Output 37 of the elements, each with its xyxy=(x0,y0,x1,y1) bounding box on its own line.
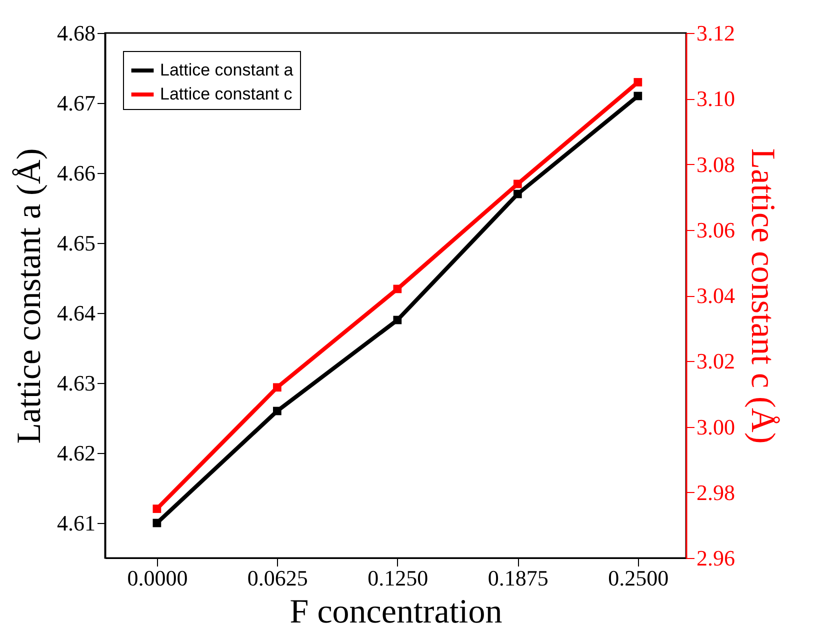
x-tick-label: 0.1250 xyxy=(368,566,428,590)
point xyxy=(634,78,642,86)
y2-tick-label: 3.02 xyxy=(696,348,735,374)
point xyxy=(513,180,522,188)
y2-tick-label: 2.96 xyxy=(696,546,735,570)
x-tick-label: 0.2500 xyxy=(608,566,669,590)
point xyxy=(273,383,282,392)
point xyxy=(393,316,402,324)
y-tick-label: 4.67 xyxy=(57,90,96,116)
y2-tick-label: 3.12 xyxy=(696,20,735,46)
y2-tick-label: 3.00 xyxy=(696,414,735,440)
y-tick-label: 4.64 xyxy=(57,300,96,326)
point xyxy=(634,92,642,100)
y-tick-label: 4.66 xyxy=(57,160,96,186)
x-tick-label: 0.0000 xyxy=(127,566,188,590)
y2-tick-label: 3.08 xyxy=(696,152,735,177)
y2-tick-label: 3.06 xyxy=(696,217,735,242)
y2-tick-label: 3.04 xyxy=(696,283,735,308)
y-tick-label: 4.63 xyxy=(57,370,96,396)
point xyxy=(273,406,282,416)
point xyxy=(152,504,162,513)
y2-tick-label: 3.10 xyxy=(696,86,735,112)
legend-label: Lattice constant c xyxy=(160,84,293,104)
point xyxy=(393,284,402,294)
y-axis-title: Lattice constant a (Å) xyxy=(11,148,48,444)
y-tick-label: 4.61 xyxy=(57,510,96,536)
y-tick-label: 4.62 xyxy=(57,440,96,466)
legend-label: Lattice constant a xyxy=(160,60,294,80)
x-tick-label: 0.1875 xyxy=(488,566,548,590)
point xyxy=(513,190,522,198)
y2-tick-label: 2.98 xyxy=(696,480,735,505)
y2-axis-title: Lattice constant c (Å) xyxy=(744,148,781,444)
y-tick-label: 4.68 xyxy=(57,20,96,46)
x-tick-label: 0.0625 xyxy=(247,566,308,590)
y-tick-label: 4.65 xyxy=(57,230,96,256)
x-axis-title: F concentration xyxy=(290,594,502,630)
point xyxy=(152,518,162,528)
